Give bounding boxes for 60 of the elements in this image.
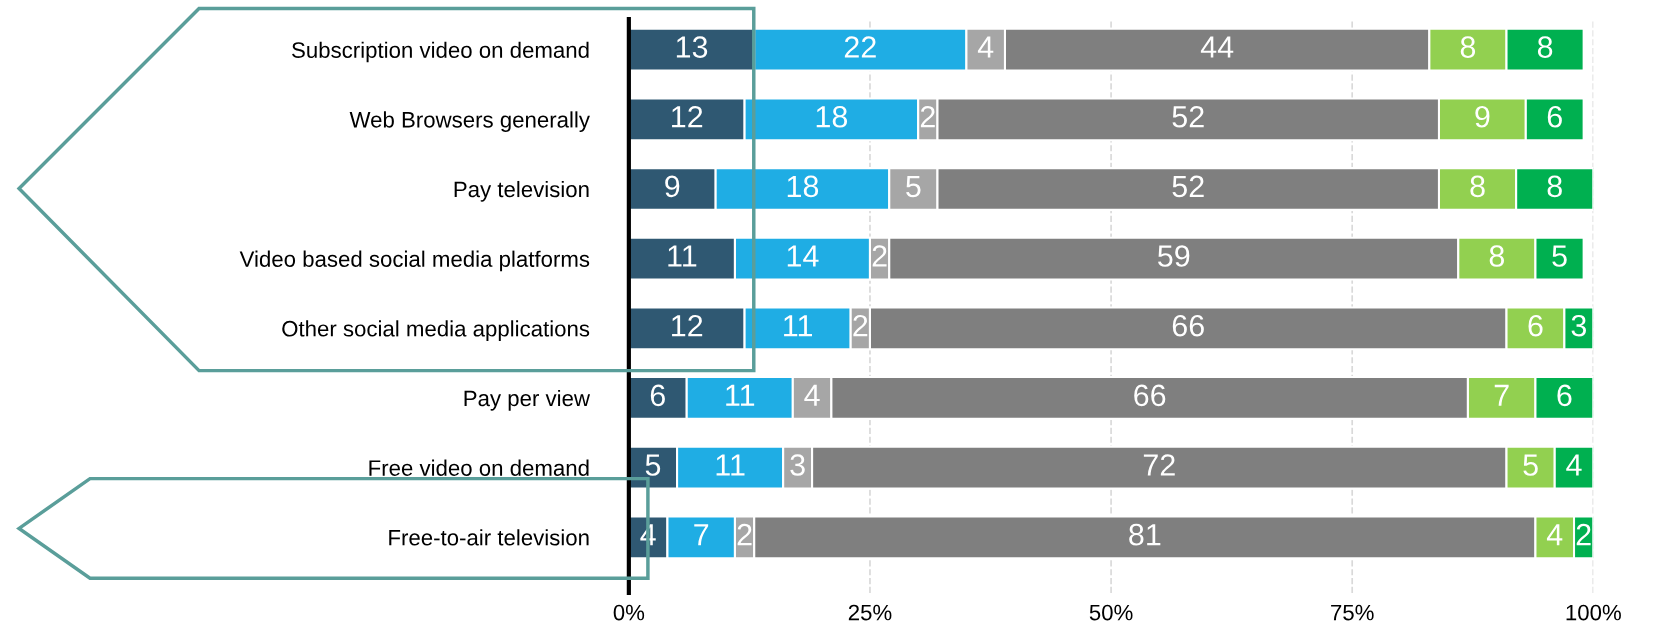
data-label: 7 <box>694 524 709 546</box>
data-label: 22 <box>844 36 876 58</box>
x-tick-label: 75% <box>1331 604 1374 621</box>
y-tick-label: Web Browsers generally <box>349 111 590 133</box>
y-tick-label: Video based social media platforms <box>239 250 590 272</box>
data-label: 59 <box>1158 245 1190 267</box>
x-tick-label: 50% <box>1089 604 1133 621</box>
data-label: 2 <box>853 314 868 337</box>
data-label: 12 <box>672 314 703 337</box>
data-label: 8 <box>1537 36 1553 58</box>
data-label: 4 <box>804 384 820 406</box>
data-label: 2 <box>920 105 935 128</box>
data-label: 5 <box>906 175 921 198</box>
data-label: 7 <box>1494 384 1509 406</box>
data-label: 9 <box>1475 105 1490 128</box>
data-label: 8 <box>1547 175 1562 198</box>
data-label: 8 <box>1460 36 1476 58</box>
data-label: 6 <box>650 384 665 407</box>
data-label: 5 <box>645 454 661 476</box>
y-tick-label: Other social media applications <box>282 320 590 341</box>
data-label: 8 <box>1470 175 1485 198</box>
data-label: 5 <box>1523 454 1538 476</box>
data-label: 4 <box>977 36 994 58</box>
x-tick-label: 100% <box>1566 604 1621 621</box>
data-label: 52 <box>1172 105 1204 128</box>
y-tick-label: Free video on demand <box>369 459 589 476</box>
data-label: 6 <box>1557 384 1572 407</box>
data-label: 14 <box>787 245 819 267</box>
data-label: 4 <box>1546 524 1563 546</box>
data-label: 6 <box>1547 105 1562 128</box>
y-tick-label: Subscription video on demand <box>292 41 589 63</box>
data-label: 12 <box>672 105 703 128</box>
data-label: 11 <box>668 245 697 267</box>
x-tick-label: 25% <box>848 604 892 621</box>
data-label: 44 <box>1200 36 1234 58</box>
data-label: 66 <box>1172 314 1204 337</box>
data-label: 13 <box>676 36 708 58</box>
x-tick-label: 0% <box>613 604 645 621</box>
data-label: 5 <box>1552 245 1567 267</box>
data-label: 66 <box>1134 384 1166 407</box>
data-label: 8 <box>1489 245 1505 267</box>
data-label: 2 <box>737 523 752 546</box>
data-label: 6 <box>1528 314 1543 337</box>
y-tick-label: Pay per view <box>464 389 591 411</box>
data-label: 3 <box>1571 314 1586 337</box>
data-label: 18 <box>787 175 819 198</box>
data-label: 72 <box>1143 454 1175 476</box>
data-label: 81 <box>1129 523 1161 546</box>
data-label: 11 <box>726 384 755 406</box>
y-tick-label: Free-to-air television <box>389 529 589 546</box>
data-label: 11 <box>716 454 745 476</box>
data-label: 11 <box>784 315 813 337</box>
data-label: 4 <box>1566 454 1582 476</box>
data-label: 2 <box>1576 523 1591 546</box>
y-tick-label: Pay television <box>454 180 589 202</box>
data-label: 18 <box>816 105 848 128</box>
data-label: 52 <box>1172 175 1204 198</box>
data-label: 3 <box>790 454 805 476</box>
data-label: 9 <box>665 175 680 198</box>
data-label: 2 <box>872 245 887 267</box>
